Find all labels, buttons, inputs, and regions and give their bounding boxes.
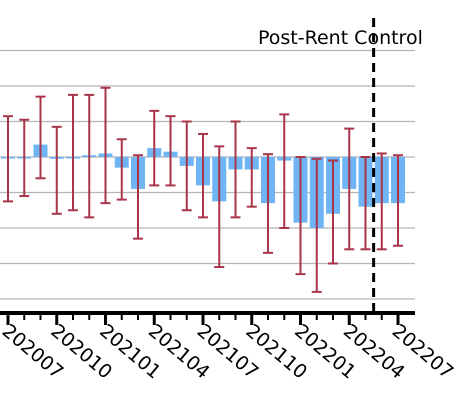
x-axis: 2020072020102021012021042021072021102022… [0, 311, 457, 383]
post-rent-control-annotation: Post-Rent Control [258, 27, 423, 49]
error-bars [3, 86, 403, 293]
